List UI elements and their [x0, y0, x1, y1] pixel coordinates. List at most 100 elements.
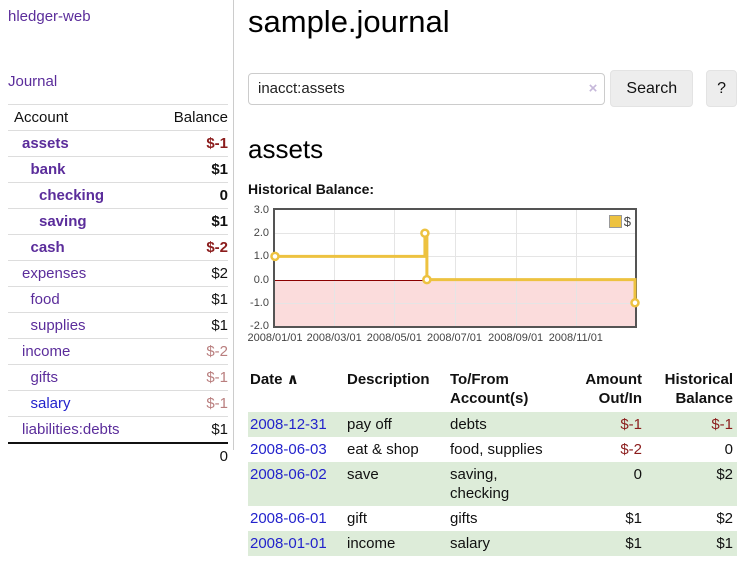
- x-axis-tick-label: 2008/09/01: [488, 332, 544, 344]
- register-row: 2008-06-03 eat & shop food, supplies $-2 0: [248, 437, 737, 462]
- register-date-cell: 2008-12-31: [248, 412, 345, 437]
- balance-chart: $ 3.0 2.0 1.0 0.0 -1.0 -2.0 2008/01/01 2008/03…: [247, 204, 737, 348]
- accounts-total-row: 0: [8, 442, 228, 469]
- x-axis-tick-label: 2008/01/01: [247, 332, 303, 344]
- sidebar-item-journal[interactable]: Journal: [8, 73, 58, 90]
- account-link[interactable]: bank: [30, 161, 66, 178]
- register-row: 2008-12-31 pay off debts $-1 $-1: [248, 412, 737, 437]
- account-link[interactable]: liabilities:debts: [22, 421, 120, 438]
- help-button[interactable]: ?: [706, 70, 737, 107]
- account-balance: $1: [211, 161, 228, 178]
- y-axis-tick-label: 2.0: [253, 227, 269, 240]
- account-row: assets $-1: [8, 131, 228, 157]
- transaction-date-link[interactable]: 2008-06-02: [250, 466, 327, 483]
- column-header-balance: Historical Balance: [664, 371, 733, 407]
- column-header-accounts: To/From Account(s): [450, 371, 529, 407]
- account-row: supplies $1: [8, 313, 228, 339]
- register-balance-cell: 0: [724, 441, 733, 458]
- register-date-cell: 2008-01-01: [248, 531, 345, 556]
- data-point-marker: [270, 251, 280, 262]
- account-balance: 0: [219, 187, 228, 204]
- gridline-vertical: [394, 210, 395, 326]
- accounts-header-balance: Balance: [173, 109, 228, 126]
- legend-series-label: $: [623, 214, 631, 229]
- account-link[interactable]: expenses: [22, 265, 87, 282]
- account-row: saving $1: [8, 209, 228, 235]
- gridline-horizontal: [275, 303, 635, 304]
- register-table: Date ∧ Description To/From Account(s) Amo…: [248, 367, 737, 556]
- main-content: sample.journal × Search ? assets Histori…: [247, 0, 737, 556]
- account-link[interactable]: income: [22, 343, 71, 360]
- account-link[interactable]: gifts: [30, 369, 59, 386]
- register-date-cell: 2008-06-03: [248, 437, 345, 462]
- search-button[interactable]: Search: [610, 70, 694, 107]
- register-row: 2008-06-02 save saving, checking 0 $2: [248, 462, 737, 506]
- accounts-total-value: 0: [219, 448, 228, 465]
- account-balance: $-1: [206, 135, 228, 152]
- y-axis-tick-label: 1.0: [253, 250, 269, 263]
- chart-plot-area: $: [270, 208, 640, 328]
- account-link[interactable]: salary: [30, 395, 71, 412]
- account-link[interactable]: saving: [39, 213, 87, 230]
- transaction-date-link[interactable]: 2008-12-31: [250, 416, 327, 433]
- x-axis-tick-label: 2008/07/01: [426, 332, 483, 344]
- register-rows: 2008-12-31 pay off debts $-1 $-1 2008-06-03 ea…: [248, 412, 737, 556]
- gridline-vertical: [576, 210, 577, 326]
- account-row: cash $-2: [8, 235, 228, 261]
- account-link[interactable]: checking: [39, 187, 105, 204]
- date-header-label: Date: [250, 371, 283, 388]
- account-link[interactable]: assets: [22, 135, 69, 152]
- search-input[interactable]: [248, 72, 606, 105]
- register-row: 2008-06-01 gift gifts $1 $2: [248, 506, 737, 531]
- legend-color-swatch: [608, 215, 622, 228]
- app-brand-link[interactable]: hledger-web: [8, 8, 91, 25]
- register-description-cell: save: [347, 466, 379, 483]
- gridline-horizontal: [275, 233, 635, 234]
- accounts-table-header: Account Balance: [8, 104, 228, 131]
- gridline-vertical: [516, 210, 517, 326]
- register-description-cell: eat & shop: [347, 441, 419, 458]
- account-link[interactable]: supplies: [30, 317, 86, 334]
- account-row: gifts $-1: [8, 365, 228, 391]
- account-row: checking 0: [8, 183, 228, 209]
- transaction-date-link[interactable]: 2008-06-01: [250, 510, 327, 527]
- data-point-marker: [420, 228, 430, 238]
- search-form: × Search ?: [248, 70, 737, 107]
- accounts-table: Account Balance assets $-1 bank $1 checking 0…: [8, 104, 228, 469]
- account-row: income $-2: [8, 339, 228, 365]
- account-heading: assets: [248, 134, 324, 164]
- register-balance-cell: $1: [716, 535, 733, 552]
- gridline-vertical: [334, 210, 335, 326]
- register-amount-cell: $1: [625, 535, 642, 552]
- account-balance: $1: [211, 421, 228, 438]
- register-description-cell: gift: [347, 510, 368, 527]
- register-row: 2008-01-01 income salary $1 $1: [248, 531, 737, 556]
- register-date-cell: 2008-06-01: [248, 506, 345, 531]
- clear-search-icon[interactable]: ×: [588, 79, 598, 97]
- x-axis-tick-label: 2008/11/01: [548, 332, 603, 344]
- account-balance: $2: [211, 265, 228, 282]
- column-header-date[interactable]: Date ∧: [248, 367, 345, 412]
- account-link[interactable]: cash: [30, 239, 65, 256]
- transaction-date-link[interactable]: 2008-06-03: [250, 441, 327, 458]
- transaction-date-link[interactable]: 2008-01-01: [250, 535, 327, 552]
- data-point-marker: [630, 298, 640, 308]
- y-axis-tick-label: 0.0: [253, 273, 269, 286]
- register-accounts-cell: saving, checking: [450, 466, 510, 502]
- account-balance: $1: [211, 213, 228, 230]
- y-axis-tick-label: 3.0: [253, 204, 269, 216]
- y-axis-tick-label: -1.0: [250, 296, 269, 309]
- account-row: bank $1: [8, 157, 228, 183]
- account-row: liabilities:debts $1: [8, 417, 228, 442]
- register-amount-cell: 0: [633, 466, 642, 483]
- account-balance: $1: [211, 317, 228, 334]
- register-date-cell: 2008-06-02: [248, 462, 345, 506]
- register-header: Date ∧ Description To/From Account(s) Amo…: [248, 367, 737, 412]
- chart-plot-inner: [270, 210, 640, 326]
- account-link[interactable]: food: [30, 291, 60, 308]
- account-row: food $1: [8, 287, 228, 313]
- sort-asc-icon: ∧: [286, 371, 299, 388]
- register-balance-cell: $2: [716, 510, 733, 527]
- register-accounts-cell: food, supplies: [450, 441, 543, 458]
- y-axis-tick-label: -2.0: [250, 320, 269, 332]
